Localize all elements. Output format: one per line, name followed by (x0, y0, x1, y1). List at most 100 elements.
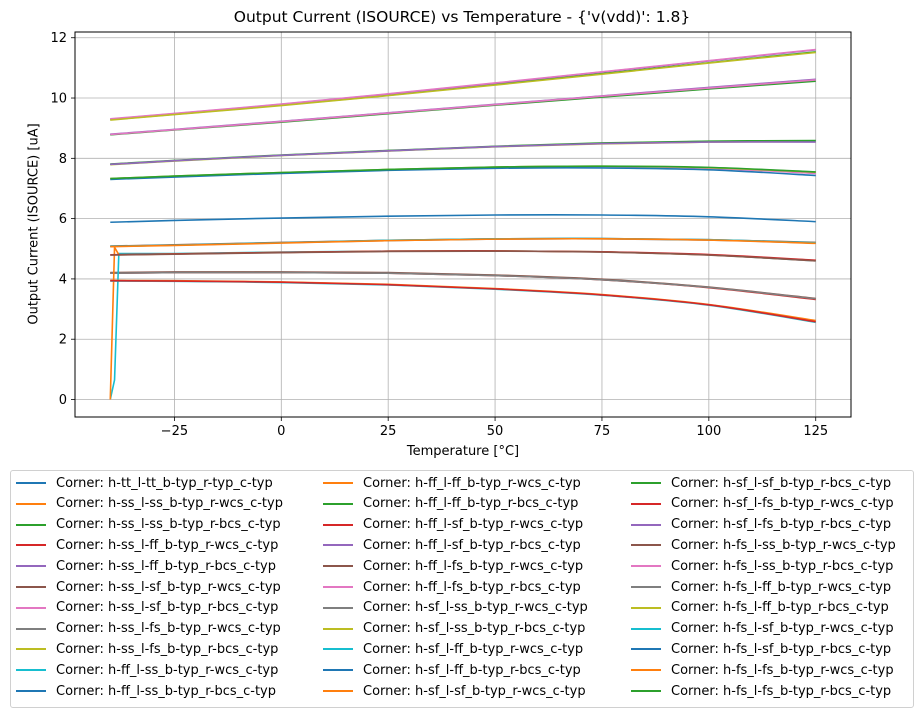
legend-item: Corner: h-sf_l-fs_b-typ_r-wcs_c-typ (631, 494, 894, 514)
series-line-30 (110, 167, 816, 181)
legend-item: Corner: h-ss_l-ss_b-typ_r-bcs_c-typ (16, 515, 281, 535)
legend-swatch (631, 482, 661, 484)
legend-label: Corner: h-sf_l-ff_b-typ_r-wcs_c-typ (363, 641, 584, 657)
legend-item: Corner: h-ff_l-sf_b-typ_r-wcs_c-typ (323, 515, 583, 535)
legend-label: Corner: h-fs_l-sf_b-typ_r-wcs_c-typ (671, 621, 894, 637)
x-tick-label: 25 (380, 424, 397, 439)
legend-swatch (16, 544, 46, 547)
legend-label: Corner: h-ss_l-ff_b-typ_r-bcs_c-typ (56, 558, 276, 574)
legend-swatch (631, 648, 661, 651)
legend-label: Corner: h-ff_l-ff_b-typ_r-bcs_c-typ (363, 496, 579, 512)
legend-label: Corner: h-ff_l-ff_b-typ_r-wcs_c-typ (363, 475, 581, 491)
legend-swatch (323, 669, 353, 672)
legend-label: Corner: h-fs_l-fs_b-typ_r-wcs_c-typ (671, 662, 894, 678)
legend-swatch (16, 523, 46, 526)
legend-label: Corner: h-fs_l-ff_b-typ_r-wcs_c-typ (671, 579, 892, 595)
legend-swatch (323, 523, 353, 526)
legend-item: Corner: h-sf_l-ss_b-typ_r-bcs_c-typ (323, 619, 585, 639)
legend-swatch (323, 690, 353, 692)
legend-swatch (323, 565, 353, 568)
legend-swatch (631, 502, 661, 505)
legend-item: Corner: h-fs_l-sf_b-typ_r-bcs_c-typ (631, 639, 891, 659)
legend-swatch (323, 544, 353, 547)
legend-label: Corner: h-ff_l-sf_b-typ_r-bcs_c-typ (363, 537, 581, 553)
legend: Corner: h-tt_l-tt_b-typ_r-typ_c-typ Corne… (10, 470, 914, 708)
legend-label: Corner: h-ss_l-ss_b-typ_r-bcs_c-typ (56, 517, 281, 533)
x-tick-label: 0 (277, 424, 285, 439)
legend-item: Corner: h-sf_l-ff_b-typ_r-wcs_c-typ (323, 639, 583, 659)
legend-item: Corner: h-sf_l-ff_b-typ_r-bcs_c-typ (323, 660, 581, 680)
legend-swatch (16, 586, 46, 588)
legend-label: Corner: h-fs_l-ss_b-typ_r-wcs_c-typ (671, 537, 896, 553)
legend-label: Corner: h-ff_l-ss_b-typ_r-wcs_c-typ (56, 662, 279, 678)
legend-swatch (631, 586, 661, 588)
series-line-31 (110, 237, 816, 248)
legend-swatch (323, 482, 353, 484)
legend-swatch (16, 669, 46, 672)
legend-item: Corner: h-ss_l-sf_b-typ_r-wcs_c-typ (16, 577, 281, 597)
legend-item: Corner: h-fs_l-ff_b-typ_r-bcs_c-typ (631, 598, 889, 618)
series-line-1 (110, 271, 816, 300)
legend-label: Corner: h-sf_l-ss_b-typ_r-bcs_c-typ (363, 621, 586, 637)
legend-swatch (16, 627, 46, 630)
series-line-11 (109, 246, 816, 400)
axes-frame (74, 31, 852, 418)
legend-label: Corner: h-ss_l-sf_b-typ_r-wcs_c-typ (56, 579, 281, 595)
legend-swatch (323, 648, 353, 651)
legend-swatch (16, 502, 46, 505)
series-line-20 (110, 140, 816, 166)
legend-item: Corner: h-ss_l-ss_b-typ_r-wcs_c-typ (16, 494, 283, 514)
legend-swatch (631, 544, 661, 547)
legend-item: Corner: h-fs_l-ff_b-typ_r-wcs_c-typ (631, 577, 891, 597)
legend-item: Corner: h-fs_l-ss_b-typ_r-bcs_c-typ (631, 556, 893, 576)
legend-item: Corner: h-fs_l-sf_b-typ_r-wcs_c-typ (631, 619, 894, 639)
legend-swatch (323, 627, 353, 630)
series-line-22 (110, 139, 816, 165)
legend-swatch (323, 606, 353, 609)
legend-item: Corner: h-sf_l-sf_b-typ_r-wcs_c-typ (323, 681, 586, 701)
series-line-5 (110, 271, 816, 300)
series-line-15 (110, 250, 816, 262)
legend-label: Corner: h-sf_l-fs_b-typ_r-bcs_c-typ (671, 517, 892, 533)
legend-item: Corner: h-sf_l-fs_b-typ_r-bcs_c-typ (631, 515, 891, 535)
legend-label: Corner: h-fs_l-fs_b-typ_r-bcs_c-typ (671, 683, 892, 699)
legend-item: Corner: h-ss_l-ff_b-typ_r-wcs_c-typ (16, 535, 278, 555)
x-tick-label: 100 (696, 424, 721, 439)
series-line-32 (110, 165, 816, 180)
legend-item: Corner: h-ss_l-ff_b-typ_r-bcs_c-typ (16, 556, 276, 576)
legend-label: Corner: h-fs_l-ff_b-typ_r-bcs_c-typ (671, 600, 889, 616)
x-tick-label: 125 (803, 424, 828, 439)
legend-label: Corner: h-sf_l-sf_b-typ_r-bcs_c-typ (671, 475, 892, 491)
legend-label: Corner: h-fs_l-ss_b-typ_r-bcs_c-typ (671, 558, 894, 574)
y-tick-label: 10 (50, 92, 67, 107)
legend-item: Corner: h-sf_l-ss_b-typ_r-wcs_c-typ (323, 598, 588, 618)
y-tick-label: 4 (59, 272, 67, 287)
legend-item: Corner: h-tt_l-tt_b-typ_r-typ_c-typ (16, 473, 273, 493)
legend-label: Corner: h-sf_l-fs_b-typ_r-wcs_c-typ (671, 496, 894, 512)
legend-swatch (323, 586, 353, 588)
legend-swatch (16, 482, 46, 484)
legend-label: Corner: h-ss_l-ss_b-typ_r-wcs_c-typ (56, 496, 283, 512)
chart-title: Output Current (ISOURCE) vs Temperature … (233, 8, 691, 26)
y-tick-label: 12 (50, 31, 67, 46)
legend-item: Corner: h-ff_l-fs_b-typ_r-bcs_c-typ (323, 577, 581, 597)
legend-swatch (631, 669, 661, 672)
legend-item: Corner: h-ff_l-ff_b-typ_r-wcs_c-typ (323, 473, 581, 493)
legend-swatch (16, 606, 46, 609)
legend-label: Corner: h-ss_l-fs_b-typ_r-bcs_c-typ (56, 641, 279, 657)
legend-swatch (631, 690, 661, 692)
legend-label: Corner: h-ff_l-fs_b-typ_r-bcs_c-typ (363, 579, 581, 595)
series-line-3 (110, 271, 816, 301)
plot-area: −25 0 25 50 75 100 125 0 2 4 6 8 10 12 (50, 31, 852, 439)
legend-label: Corner: h-ff_l-sf_b-typ_r-wcs_c-typ (363, 517, 584, 533)
legend-item: Corner: h-ff_l-sf_b-typ_r-bcs_c-typ (323, 535, 581, 555)
series-line-18 (110, 140, 816, 166)
legend-item: Corner: h-ff_l-ff_b-typ_r-bcs_c-typ (323, 494, 578, 514)
legend-item: Corner: h-ss_l-fs_b-typ_r-wcs_c-typ (16, 619, 281, 639)
legend-swatch (16, 690, 46, 692)
x-tick-label: 75 (594, 424, 611, 439)
y-tick-label: 8 (59, 152, 67, 167)
legend-swatch (631, 606, 661, 609)
legend-item: Corner: h-fs_l-fs_b-typ_r-wcs_c-typ (631, 660, 894, 680)
